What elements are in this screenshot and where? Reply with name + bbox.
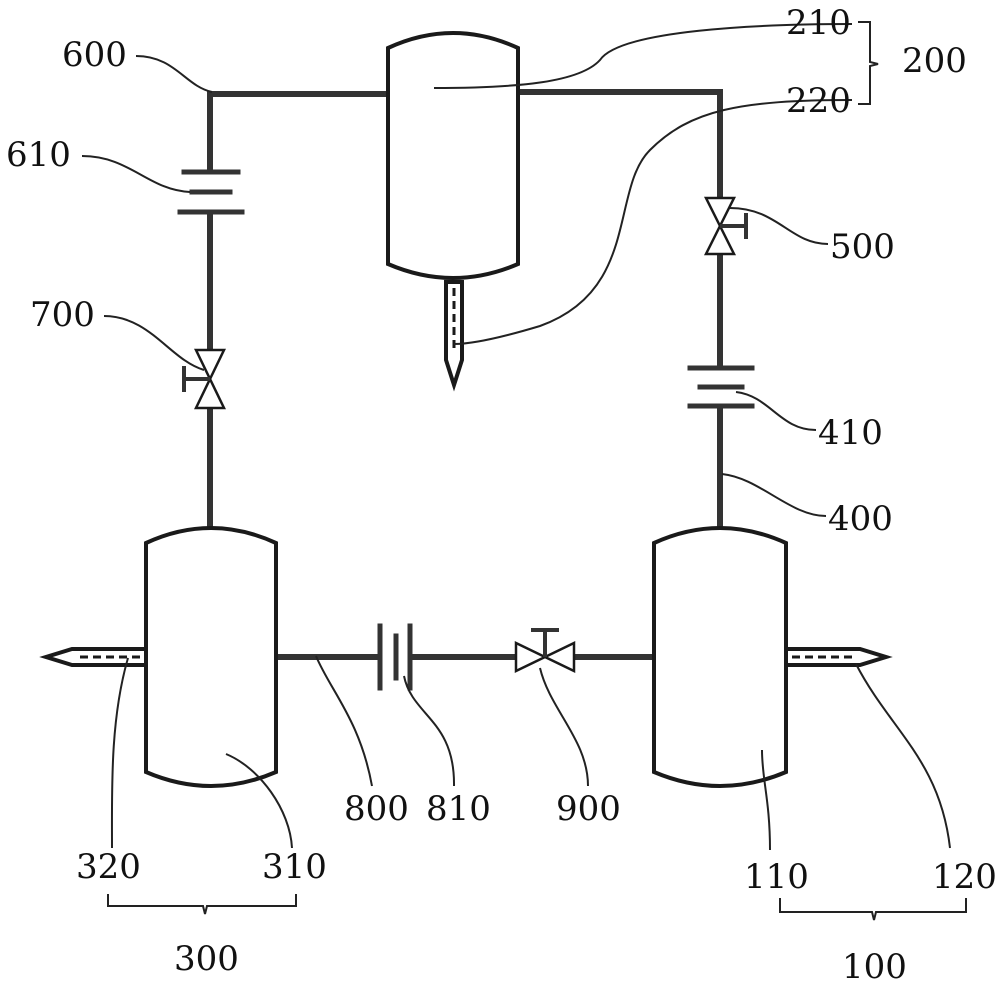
- leader-400: [721, 473, 827, 517]
- label-810: 810: [426, 789, 491, 829]
- label-100: 100: [842, 947, 907, 987]
- label-700: 700: [30, 295, 95, 335]
- valve-700: [182, 348, 226, 410]
- brace-300: [107, 894, 297, 915]
- probe-320: [39, 647, 148, 667]
- label-110: 110: [744, 857, 809, 897]
- label-200: 200: [902, 41, 967, 81]
- vessel-110: [652, 526, 788, 788]
- probe-120: [784, 647, 893, 667]
- label-220: 220: [786, 81, 851, 121]
- leader-800: [315, 655, 373, 787]
- label-800: 800: [344, 789, 409, 829]
- leader-lines: [81, 23, 951, 851]
- leader-700: [103, 315, 205, 371]
- valve-500: [703, 196, 748, 256]
- leader-810: [403, 675, 456, 787]
- label-300: 300: [174, 939, 239, 979]
- label-500: 500: [830, 227, 895, 267]
- vessel-310: [144, 526, 278, 788]
- labels: 600 610 700 210 220 200 500 410 400 320 …: [6, 3, 997, 987]
- label-900: 900: [556, 789, 621, 829]
- leader-310: [225, 753, 293, 849]
- braces: [107, 21, 967, 921]
- pipe-network: [207, 89, 723, 660]
- label-400: 400: [828, 499, 893, 539]
- label-310: 310: [262, 847, 327, 887]
- leader-110: [761, 749, 771, 851]
- brace-200: [858, 21, 879, 105]
- filter-410: [687, 365, 755, 409]
- probe-220: [444, 280, 464, 392]
- label-120: 120: [932, 857, 997, 897]
- leader-610: [81, 155, 191, 193]
- leader-120: [855, 663, 951, 849]
- leader-320: [110, 657, 129, 849]
- valve-900: [514, 628, 576, 673]
- filter-810: [377, 623, 413, 691]
- label-320: 320: [76, 847, 141, 887]
- label-410: 410: [818, 413, 883, 453]
- leader-500: [729, 207, 829, 245]
- leader-210: [433, 23, 853, 89]
- label-210: 210: [786, 3, 851, 43]
- label-600: 600: [62, 35, 127, 75]
- leader-900: [539, 667, 589, 787]
- leader-410: [735, 391, 817, 431]
- filter-610: [177, 169, 245, 215]
- brace-100: [779, 898, 967, 921]
- leader-220: [453, 99, 853, 345]
- label-610: 610: [6, 135, 71, 175]
- leader-600: [135, 55, 213, 93]
- vessel-210: [386, 31, 520, 280]
